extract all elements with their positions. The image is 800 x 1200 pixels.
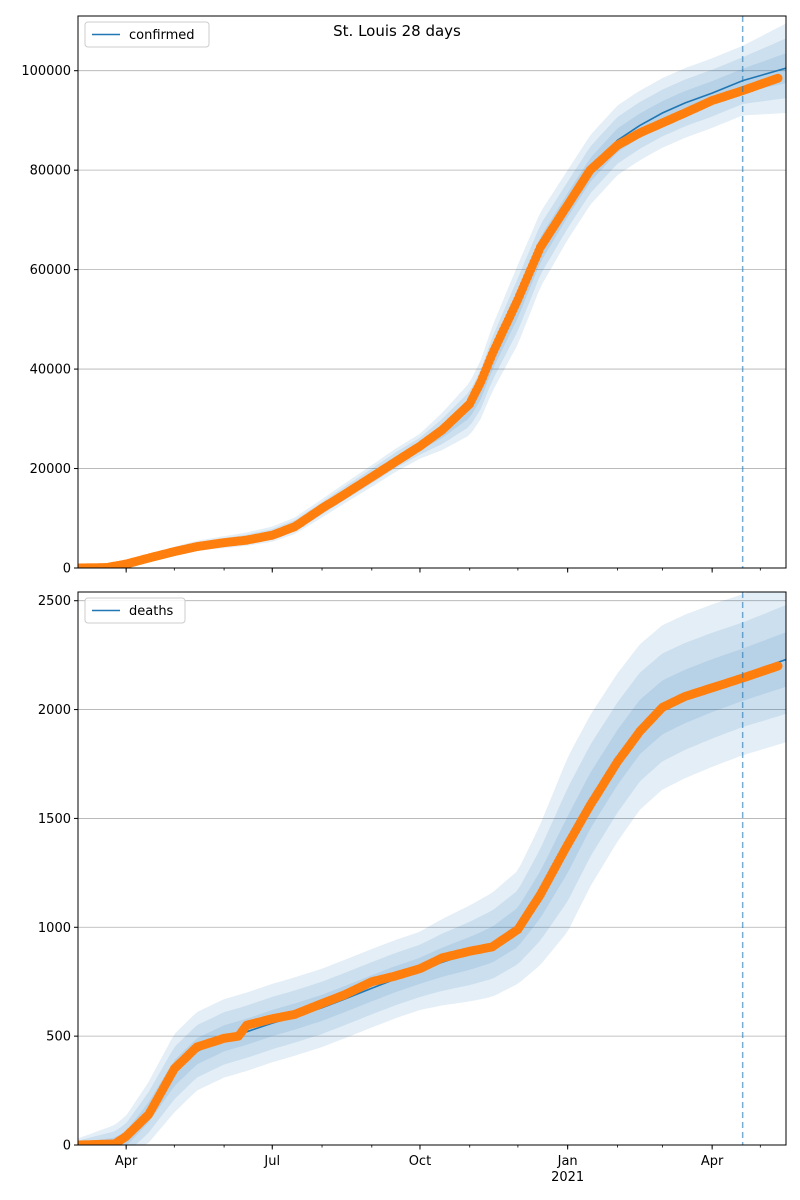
y-tick-label: 20000 xyxy=(30,462,71,477)
uncertainty-band-inner xyxy=(78,632,786,1145)
y-tick-label: 0 xyxy=(63,562,71,577)
uncertainty-band-outer xyxy=(78,592,786,1145)
axes-frame xyxy=(77,591,787,1146)
legend-frame xyxy=(84,21,210,48)
y-tick-label: 1500 xyxy=(38,812,71,827)
legend-label: confirmed xyxy=(129,28,195,43)
y-tick-label: 60000 xyxy=(30,263,71,278)
plot-area xyxy=(78,592,786,1145)
axes-frame xyxy=(77,15,787,569)
y-tick-label: 80000 xyxy=(30,164,71,179)
observed-point xyxy=(773,661,783,671)
legend-label: deaths xyxy=(129,604,174,619)
y-tick-label: 500 xyxy=(46,1030,71,1045)
x-tick-label: Jul xyxy=(263,1154,280,1169)
uncertainty-band-outer xyxy=(78,23,786,568)
y-tick-label: 40000 xyxy=(30,363,71,378)
x-tick-label: Apr xyxy=(115,1154,138,1169)
y-tick-label: 2500 xyxy=(38,594,71,609)
plot-area xyxy=(78,23,786,568)
confirmed-panel: 0 20000 40000 60000 80000 100000 confirmed xyxy=(21,15,787,577)
legend: deaths xyxy=(84,597,186,624)
observed-point xyxy=(773,73,783,83)
x-tick-label: Apr xyxy=(701,1154,724,1169)
model-line xyxy=(78,67,786,568)
uncertainty-band-middle xyxy=(78,605,786,1145)
y-tick-label: 0 xyxy=(63,1139,71,1154)
y-tick-label: 2000 xyxy=(38,703,71,718)
x-tick-sublabel: 2021 xyxy=(551,1170,584,1185)
x-tick-label: Jan xyxy=(557,1154,578,1169)
figure-title: St. Louis 28 days xyxy=(333,22,461,40)
uncertainty-band-middle xyxy=(78,38,786,568)
y-tick-label: 1000 xyxy=(38,921,71,936)
x-tick-label: Oct xyxy=(409,1154,431,1169)
legend: confirmed xyxy=(84,21,210,48)
legend-frame xyxy=(84,597,186,624)
y-tick-label: 100000 xyxy=(21,64,71,79)
